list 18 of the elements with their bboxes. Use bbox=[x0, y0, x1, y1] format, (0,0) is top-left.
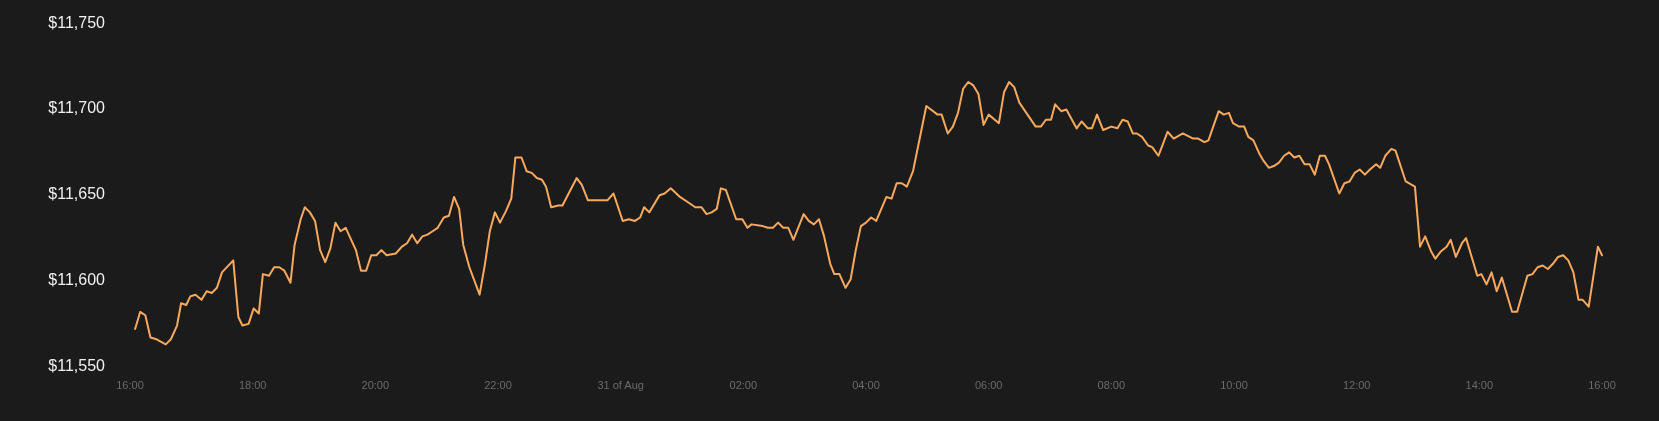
x-tick-label: 22:00 bbox=[484, 378, 512, 391]
x-tick-label: 02:00 bbox=[729, 378, 758, 391]
x-tick-label: 08:00 bbox=[1097, 378, 1126, 391]
x-tick-label: 20:00 bbox=[361, 378, 390, 391]
y-tick-label: $11,550 bbox=[48, 356, 106, 374]
x-tick-label: 10:00 bbox=[1220, 378, 1248, 391]
x-tick-label: 18:00 bbox=[238, 378, 267, 391]
y-tick-label: $11,650 bbox=[48, 185, 106, 202]
y-tick-label: $11,600 bbox=[48, 270, 106, 288]
x-tick-label: 16:00 bbox=[116, 378, 144, 391]
y-tick-label: $11,750 bbox=[48, 13, 106, 31]
x-tick-label: 06:00 bbox=[974, 378, 1003, 391]
y-tick-label: $11,700 bbox=[48, 99, 106, 117]
x-tick-label: 04:00 bbox=[852, 378, 880, 391]
x-tick-label: 16:00 bbox=[1588, 378, 1616, 391]
x-tick-label: 31 of Aug bbox=[597, 378, 644, 391]
x-tick-label: 14:00 bbox=[1465, 378, 1494, 391]
x-tick-label: 12:00 bbox=[1342, 378, 1371, 391]
